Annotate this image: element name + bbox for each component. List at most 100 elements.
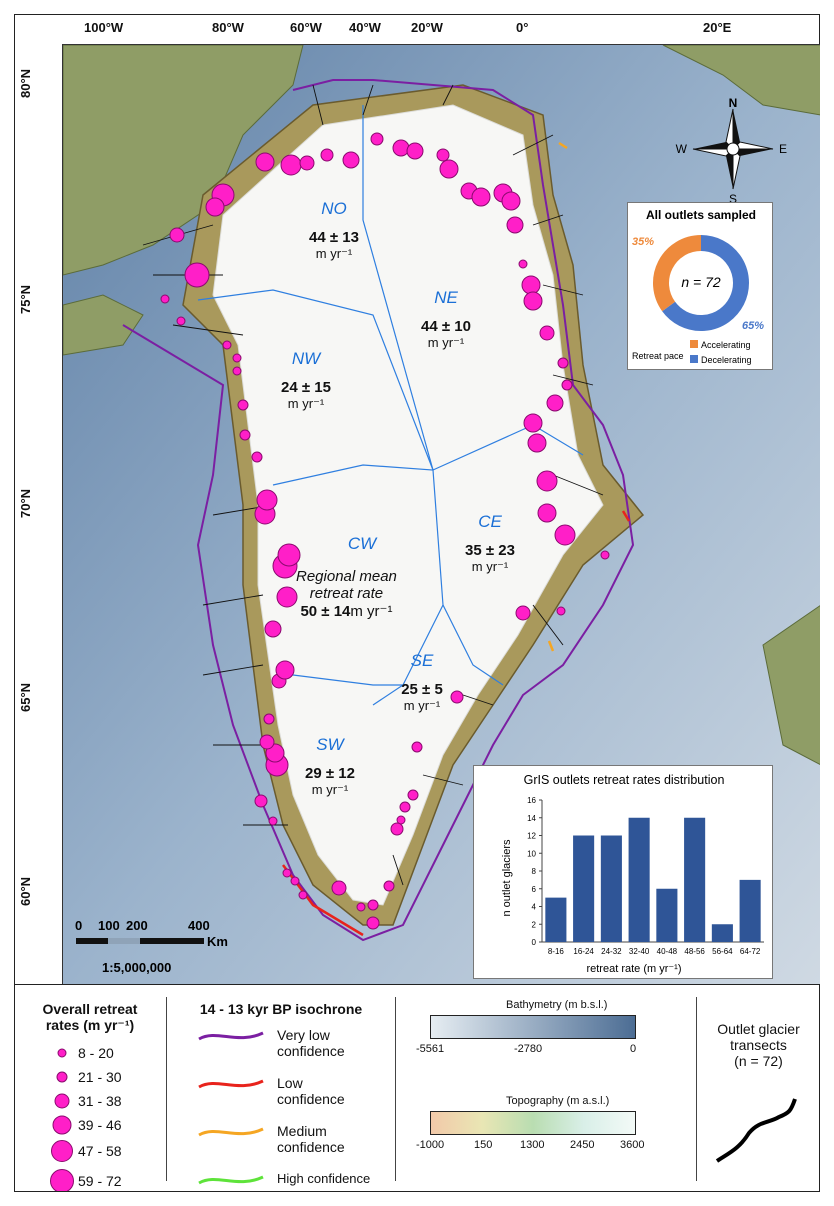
outlet-circle — [554, 524, 576, 546]
latitude-label: 60°N — [18, 876, 33, 906]
scale-tick: 100 — [98, 918, 120, 933]
region-rate: 29 ± 12 — [305, 765, 355, 782]
donut-center: n = 72 — [681, 274, 721, 290]
outlet-circle — [537, 503, 557, 523]
outlet-circle — [450, 690, 464, 704]
x-tick-label: 32-40 — [629, 947, 650, 956]
bathymetry-tick: 0 — [630, 1043, 637, 1055]
outlet-circle — [406, 142, 424, 160]
outlet-circle — [366, 916, 380, 930]
outlet-circle — [299, 155, 315, 171]
region-name: NW — [291, 349, 321, 368]
region-unit: m yr⁻¹ — [315, 246, 353, 261]
histogram-title: GrIS outlets retreat rates distribution — [524, 773, 725, 787]
histogram-bar — [600, 835, 622, 942]
x-tick-label: 8-16 — [548, 947, 565, 956]
x-tick-label: 24-32 — [601, 947, 622, 956]
scale-bar: 0 100 200 400 Km 1:5,000,000 — [72, 918, 232, 983]
outlet-circle — [506, 216, 524, 234]
region-name: NO — [321, 199, 347, 218]
rate-class: 8 - 20 — [78, 1045, 114, 1061]
mean-line1: Regional mean — [296, 568, 397, 585]
outlet-circle — [367, 899, 379, 911]
outlet-circle — [237, 399, 249, 411]
scale-tick: 200 — [126, 918, 148, 933]
isochrone-label: Medium confidence — [277, 1123, 345, 1155]
outlet-circle — [390, 822, 404, 836]
region-name: SW — [316, 735, 344, 754]
histogram-bar — [545, 897, 567, 942]
histogram-xlabel: retreat rate (m yr⁻¹) — [586, 963, 681, 975]
region-name: NE — [434, 288, 458, 307]
outlet-circle — [600, 550, 610, 560]
outlet-circle — [277, 543, 301, 567]
isochrone-swatches — [198, 1031, 264, 1185]
histogram-ylabel: n outlet glaciers — [501, 839, 513, 917]
outlet-circle — [561, 379, 573, 391]
rate-class: 21 - 30 — [78, 1069, 122, 1085]
retreat-legend-title1: Overall retreat — [42, 1001, 138, 1017]
legend-transects: Outlet glacier transects (n = 72) — [697, 985, 820, 1193]
outlet-circle — [239, 429, 251, 441]
topography-title: Topography (m a.s.l.) — [506, 1095, 610, 1107]
donut-arcs — [653, 235, 749, 331]
region-unit: m yr⁻¹ — [287, 396, 325, 411]
outlet-circle — [268, 816, 278, 826]
transects-line1: Outlet glacier — [717, 1021, 800, 1037]
drainage-divide — [272, 464, 444, 706]
isochrone-medium — [558, 141, 568, 150]
outlet-circle — [222, 340, 232, 350]
region-ne: NE 44 ± 10 m yr⁻¹ — [396, 288, 496, 351]
y-tick-label: 16 — [527, 796, 536, 805]
topography-tick: 2450 — [570, 1139, 595, 1151]
region-rate: 35 ± 23 — [465, 542, 515, 559]
outlet-circle — [383, 880, 395, 892]
latitude-label: 75°N — [18, 284, 33, 314]
latitude-label: 70°N — [18, 488, 33, 518]
y-tick-label: 4 — [532, 903, 537, 912]
outlet-circle — [169, 227, 185, 243]
y-tick-label: 8 — [532, 867, 537, 876]
scale-ratio: 1:5,000,000 — [102, 960, 171, 975]
histogram-bar — [656, 888, 678, 942]
outlet-circle — [439, 159, 459, 179]
outlet-circle — [184, 262, 210, 288]
outlet-circle — [515, 605, 531, 621]
svalbard-land — [662, 45, 820, 116]
y-tick-label: 10 — [527, 849, 536, 858]
retreat-pace-title: Retreat pace — [632, 351, 684, 361]
region-name: CE — [478, 512, 502, 531]
legend-separator — [696, 997, 697, 1181]
outlet-circle — [411, 741, 423, 753]
rate-class: 59 - 72 — [78, 1173, 122, 1189]
longitude-label: 20°E — [703, 20, 732, 35]
region-rate: 25 ± 5 — [401, 681, 443, 698]
rate-class: 39 - 46 — [78, 1117, 122, 1133]
retreat-legend-title2: rates (m yr⁻¹) — [45, 1017, 135, 1033]
decelerating-pct: 65% — [742, 320, 764, 332]
outlet-circle — [527, 433, 547, 453]
y-tick-label: 14 — [527, 814, 536, 823]
longitude-label: 40°W — [349, 20, 381, 35]
outlet-circle — [320, 148, 334, 162]
outlet-circle — [298, 890, 308, 900]
topography-tick: 150 — [474, 1139, 493, 1151]
region-sw: SW 29 ± 12 m yr⁻¹ — [280, 735, 380, 798]
transect-swatch — [715, 1098, 797, 1163]
histogram-bar — [573, 835, 595, 942]
outlet-circle — [523, 291, 543, 311]
legend-separator — [395, 997, 396, 1181]
region-name: CW — [347, 534, 377, 553]
size-symbols — [50, 1048, 74, 1191]
retreat-circles — [160, 132, 610, 930]
outlet-circle — [407, 789, 419, 801]
outlet-circle — [557, 357, 569, 369]
outlet-circle — [556, 606, 566, 616]
legend-colorbars: Bathymetry (m b.s.l.) -5561 -2780 0 Topo… — [396, 985, 696, 1193]
legend-isochrone: 14 - 13 kyr BP isochrone Very low confide… — [167, 985, 395, 1193]
transects-line2: transects — [730, 1037, 787, 1053]
isochrone-medium — [547, 640, 555, 652]
donut-chart: All outlets sampled n = 72 35% 65% Retre… — [632, 208, 764, 365]
compass-e: E — [779, 142, 787, 156]
outlet-circle — [290, 876, 300, 886]
